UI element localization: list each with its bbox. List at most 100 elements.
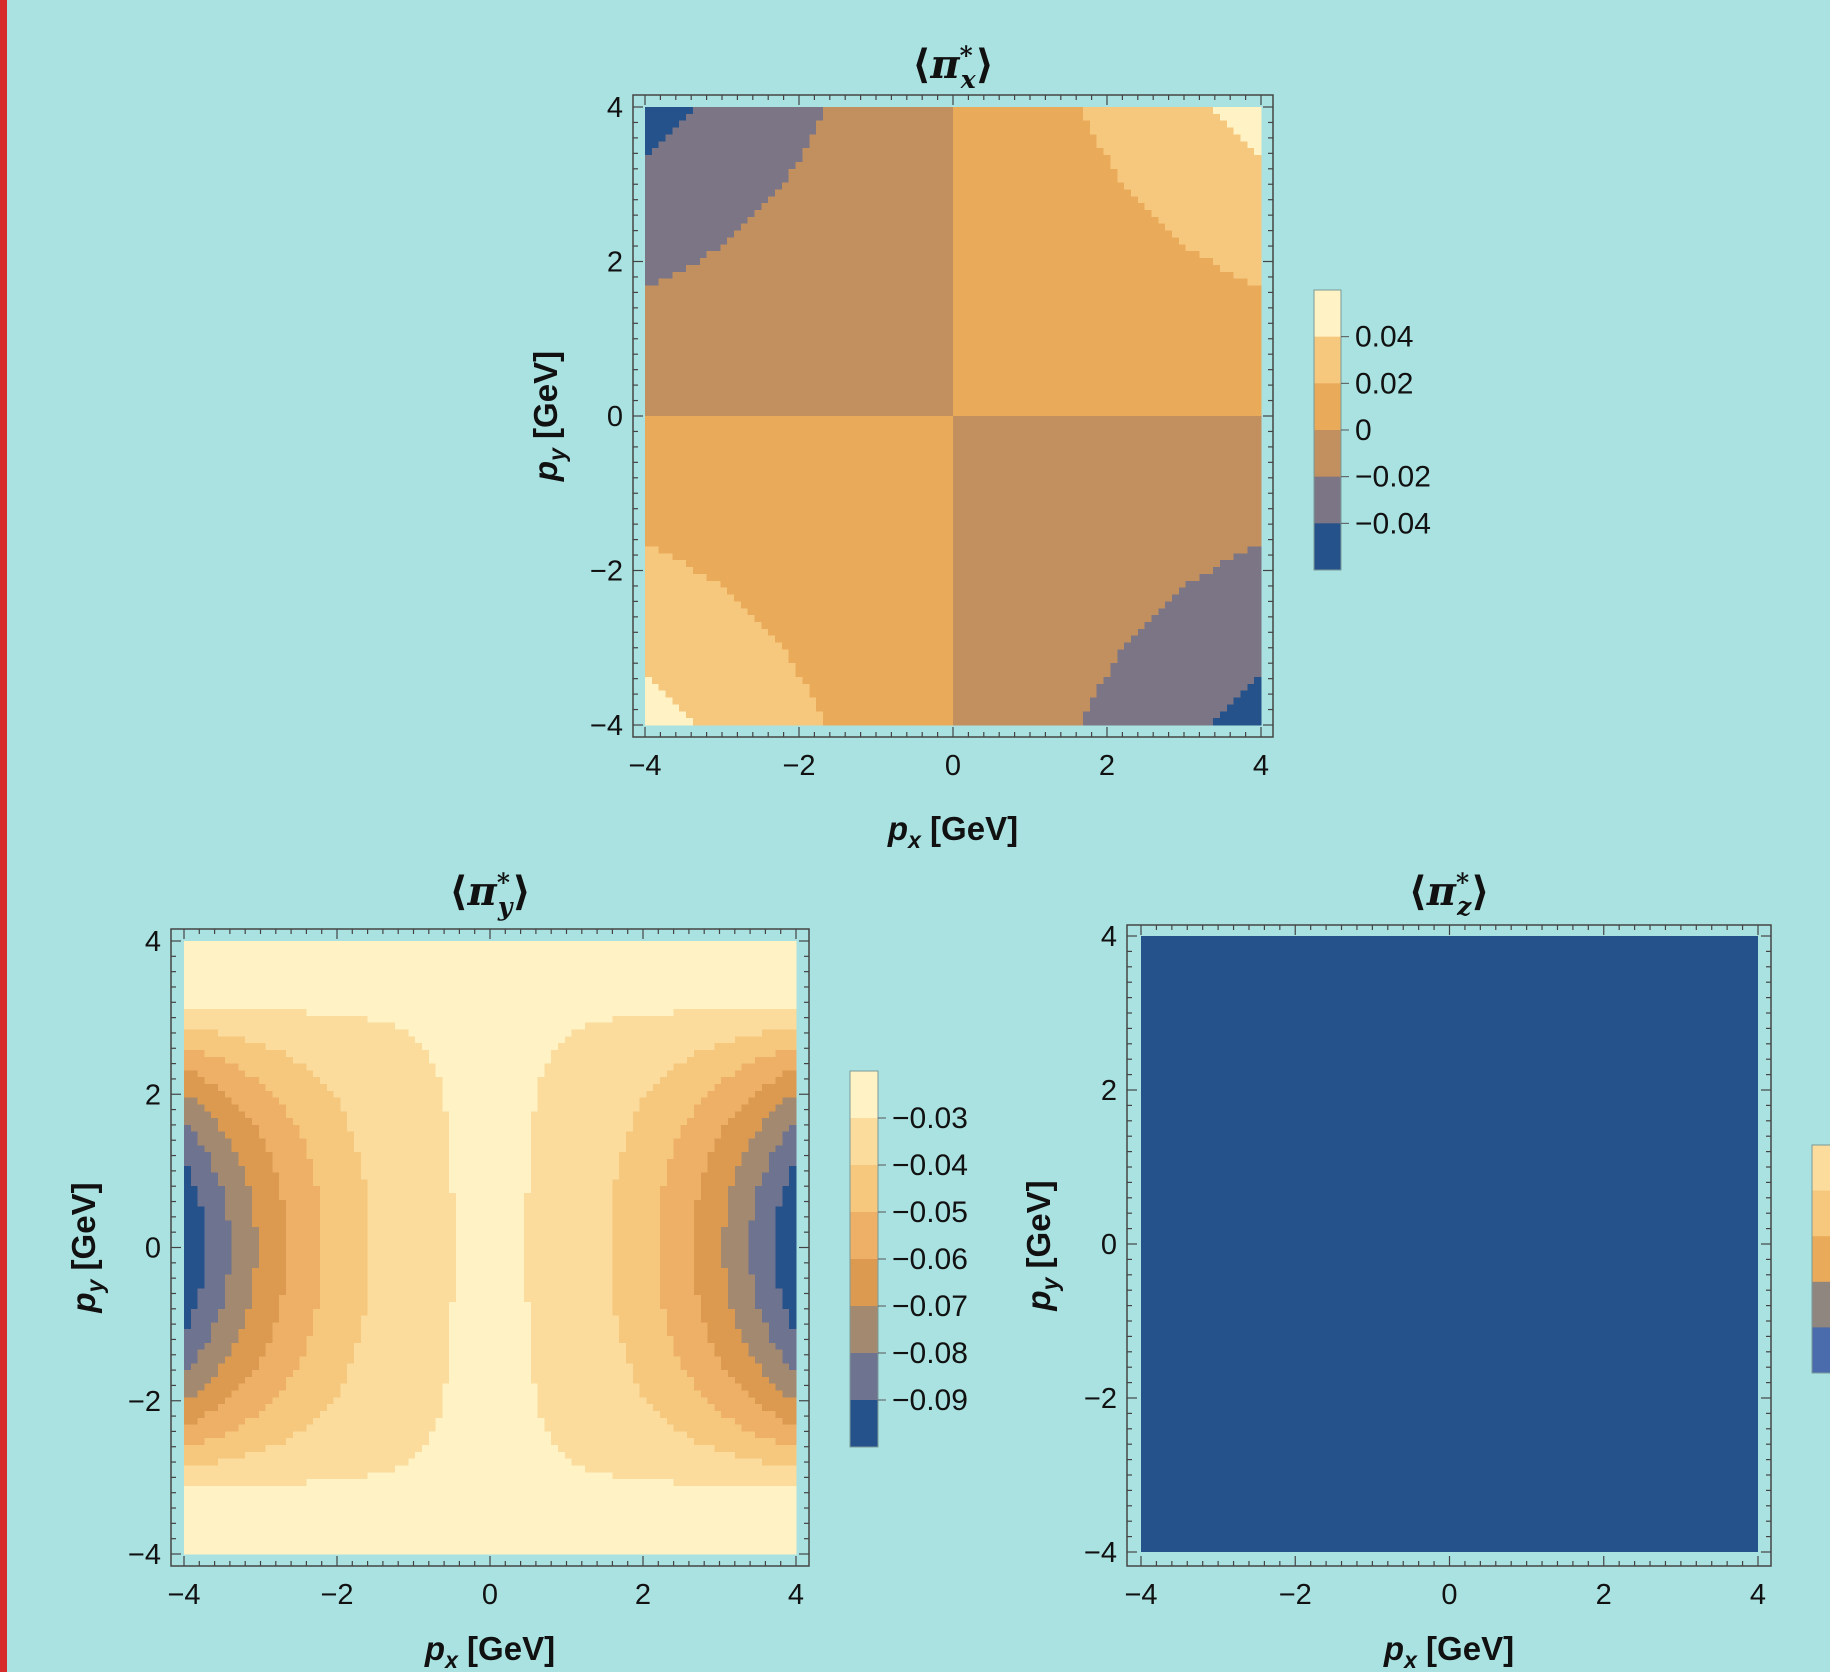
- contour-cell: [967, 608, 974, 615]
- contour-cell: [926, 368, 933, 375]
- contour-cell: [850, 272, 857, 279]
- contour-cell: [700, 231, 707, 238]
- contour-cell: [768, 512, 775, 519]
- contour-cell: [734, 629, 741, 636]
- contour-cell: [782, 457, 789, 464]
- contour-cell: [748, 347, 755, 354]
- contour-cell: [871, 183, 878, 190]
- contour-cell: [939, 354, 946, 361]
- contour-cell: [713, 237, 720, 244]
- contour-cell: [672, 423, 679, 430]
- contour-cell: [782, 498, 789, 505]
- contour-cell: [768, 437, 775, 444]
- contour-cell: [761, 251, 768, 258]
- contour-cell: [885, 636, 892, 643]
- contour-cell: [823, 327, 830, 334]
- contour-cell: [974, 402, 981, 409]
- contour-cell: [919, 533, 926, 540]
- contour-cell: [734, 677, 741, 684]
- contour-cell: [878, 320, 885, 327]
- contour-cell: [700, 141, 707, 148]
- contour-cell: [926, 176, 933, 183]
- contour-cell: [802, 320, 809, 327]
- contour-cell: [953, 251, 960, 258]
- contour-cell: [1015, 368, 1022, 375]
- contour-cell: [953, 649, 960, 656]
- contour-cell: [960, 231, 967, 238]
- contour-cell: [967, 340, 974, 347]
- contour-cell: [816, 183, 823, 190]
- contour-cell: [837, 320, 844, 327]
- contour-cell: [802, 711, 809, 718]
- contour-cell: [666, 114, 673, 121]
- contour-cell: [1008, 505, 1015, 512]
- contour-cell: [816, 389, 823, 396]
- contour-cell: [967, 423, 974, 430]
- contour-cell: [755, 416, 762, 423]
- contour-cell: [700, 471, 707, 478]
- contour-cell: [960, 608, 967, 615]
- contour-cell: [926, 361, 933, 368]
- contour-cell: [1001, 423, 1008, 430]
- contour-cell: [727, 553, 734, 560]
- contour-cell: [932, 560, 939, 567]
- contour-cell: [905, 416, 912, 423]
- contour-cell: [666, 574, 673, 581]
- contour-cell: [713, 560, 720, 567]
- contour-cell: [755, 546, 762, 553]
- contour-cell: [679, 711, 686, 718]
- contour-cell: [686, 629, 693, 636]
- contour-cell: [967, 663, 974, 670]
- contour-cell: [823, 169, 830, 176]
- contour-cell: [871, 162, 878, 169]
- contour-cell: [816, 581, 823, 588]
- contour-cell: [679, 670, 686, 677]
- contour-cell: [857, 409, 864, 416]
- contour-cell: [775, 169, 782, 176]
- contour-cell: [1015, 313, 1022, 320]
- contour-cell: [926, 581, 933, 588]
- contour-cell: [700, 203, 707, 210]
- contour-cell: [720, 601, 727, 608]
- contour-cell: [1001, 279, 1008, 286]
- contour-cell: [1015, 615, 1022, 622]
- contour-cell: [912, 134, 919, 141]
- contour-cell: [816, 677, 823, 684]
- contour-cell: [939, 189, 946, 196]
- contour-cell: [734, 512, 741, 519]
- contour-cell: [994, 203, 1001, 210]
- contour-cell: [707, 203, 714, 210]
- contour-cell: [720, 478, 727, 485]
- contour-cell: [878, 595, 885, 602]
- contour-cell: [659, 718, 666, 725]
- contour-cell: [891, 601, 898, 608]
- contour-cell: [755, 134, 762, 141]
- contour-cell: [809, 711, 816, 718]
- contour-cell: [693, 334, 700, 341]
- contour-cell: [1021, 251, 1028, 258]
- contour-cell: [830, 203, 837, 210]
- contour-cell: [926, 347, 933, 354]
- contour-cell: [905, 629, 912, 636]
- contour-cell: [666, 299, 673, 306]
- contour-cell: [974, 416, 981, 423]
- contour-cell: [946, 279, 953, 286]
- contour-cell: [809, 375, 816, 382]
- contour-cell: [748, 279, 755, 286]
- contour-cell: [912, 251, 919, 258]
- contour-cell: [885, 340, 892, 347]
- contour-cell: [857, 485, 864, 492]
- contour-cell: [713, 526, 720, 533]
- contour-cell: [864, 272, 871, 279]
- contour-cell: [932, 595, 939, 602]
- contour-cell: [967, 237, 974, 244]
- contour-cell: [700, 670, 707, 677]
- contour-cell: [953, 485, 960, 492]
- contour-cell: [775, 237, 782, 244]
- contour-cell: [734, 265, 741, 272]
- contour-cell: [898, 485, 905, 492]
- contour-cell: [967, 505, 974, 512]
- contour-cell: [891, 409, 898, 416]
- contour-cell: [672, 402, 679, 409]
- contour-cell: [782, 560, 789, 567]
